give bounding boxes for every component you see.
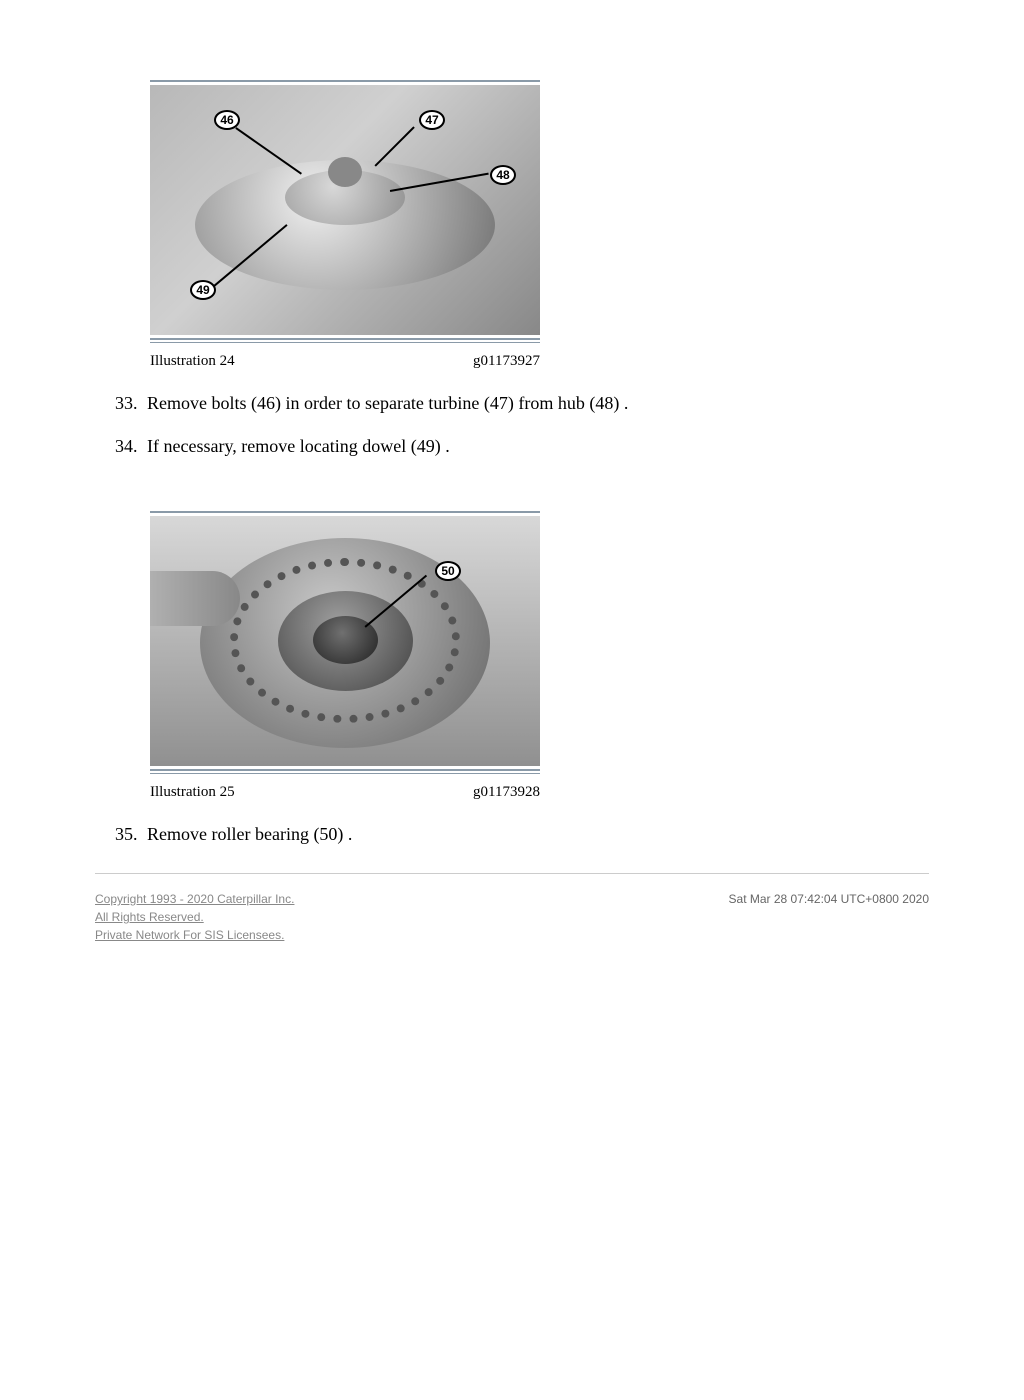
callout-47: 47 xyxy=(419,110,445,130)
footer-left: Copyright 1993 - 2020 Caterpillar Inc. A… xyxy=(95,892,294,946)
figure-rule-bottom xyxy=(150,338,540,343)
hand-shape xyxy=(150,571,240,626)
step-text: If necessary, remove locating dowel (49)… xyxy=(147,433,929,460)
network-link[interactable]: Private Network For SIS Licensees. xyxy=(95,928,294,942)
figure-rule xyxy=(150,511,540,513)
caption-id: g01173928 xyxy=(473,784,540,801)
step-number: 34. xyxy=(115,433,147,460)
callout-48: 48 xyxy=(490,165,516,185)
figure-24-caption: Illustration 24 g01173927 xyxy=(150,353,540,370)
callout-49: 49 xyxy=(190,280,216,300)
callout-line xyxy=(236,127,302,174)
callout-50: 50 xyxy=(435,561,461,581)
step-35: 35. Remove roller bearing (50) . xyxy=(115,821,929,848)
copyright-link[interactable]: Copyright 1993 - 2020 Caterpillar Inc. xyxy=(95,892,294,906)
step-text: Remove roller bearing (50) . xyxy=(147,821,929,848)
caption-label: Illustration 24 xyxy=(150,353,235,370)
figure-rule xyxy=(150,80,540,82)
step-34: 34. If necessary, remove locating dowel … xyxy=(115,433,929,460)
page-footer: Copyright 1993 - 2020 Caterpillar Inc. A… xyxy=(95,892,929,946)
step-number: 33. xyxy=(115,390,147,417)
illustration-24-image: 46 47 48 49 xyxy=(150,85,540,335)
hub-center xyxy=(328,157,362,187)
step-number: 35. xyxy=(115,821,147,848)
figure-24-block: 46 47 48 49 Illustration 24 g01173927 xyxy=(150,80,929,370)
caption-id: g01173927 xyxy=(473,353,540,370)
step-33: 33. Remove bolts (46) in order to separa… xyxy=(115,390,929,417)
figure-25-caption: Illustration 25 g01173928 xyxy=(150,784,540,801)
figure-rule-bottom xyxy=(150,769,540,774)
figure-25-block: 50 Illustration 25 g01173928 xyxy=(150,511,929,801)
caption-label: Illustration 25 xyxy=(150,784,235,801)
callout-line xyxy=(374,126,414,166)
footer-timestamp: Sat Mar 28 07:42:04 UTC+0800 2020 xyxy=(729,892,929,946)
rights-link[interactable]: All Rights Reserved. xyxy=(95,910,294,924)
illustration-25-image: 50 xyxy=(150,516,540,766)
step-text: Remove bolts (46) in order to separate t… xyxy=(147,390,929,417)
footer-separator xyxy=(95,873,929,874)
